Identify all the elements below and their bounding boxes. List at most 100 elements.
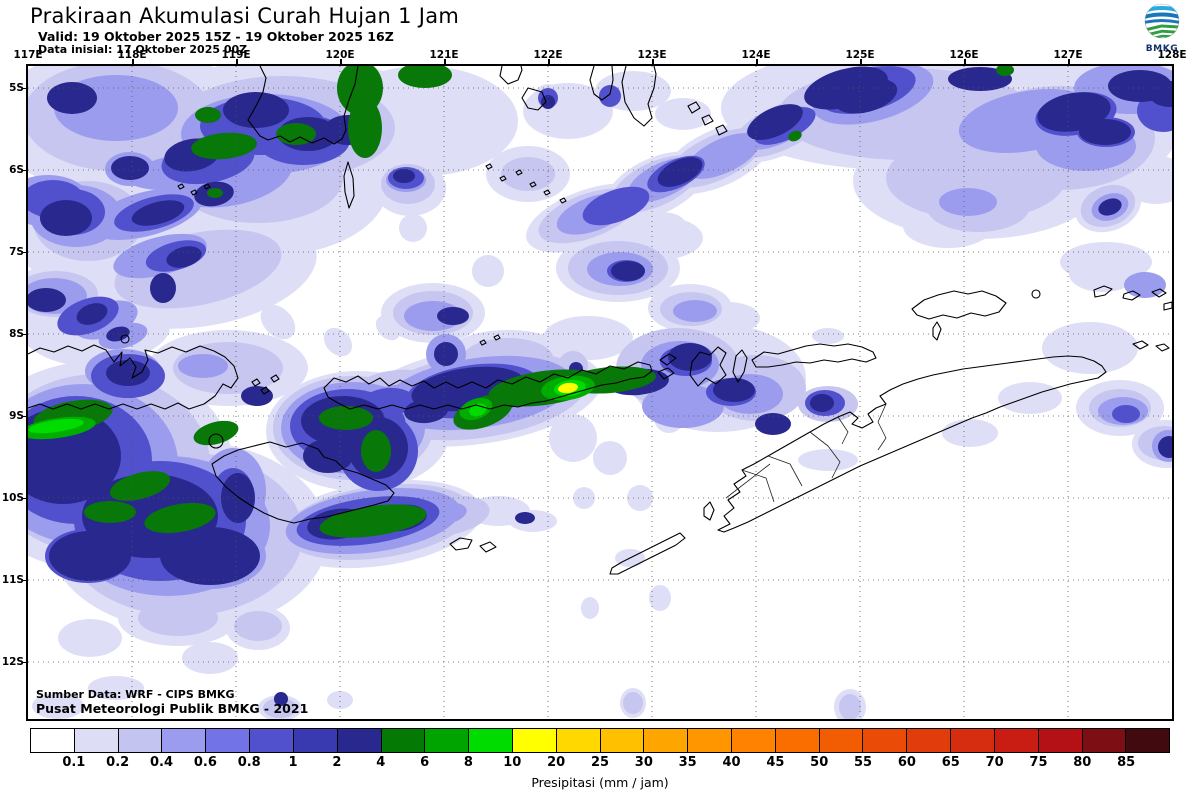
colorbar-tick-label: 50 — [810, 755, 829, 770]
precip-blob — [755, 413, 791, 435]
precip-blob — [1124, 272, 1166, 298]
precip-blob — [393, 169, 415, 183]
precip-blob — [501, 157, 555, 191]
precip-blob — [131, 200, 185, 226]
lon-label: 122E — [533, 49, 563, 61]
precip-blob — [144, 502, 216, 534]
colorbar-tick-label: 75 — [1029, 755, 1048, 770]
island-sumba — [211, 441, 395, 524]
lat-tick — [22, 333, 27, 335]
precip-blob — [1069, 256, 1137, 292]
colorbar-tick-label: 0.8 — [237, 755, 261, 770]
lon-tick — [132, 59, 134, 65]
lat-label: 8S — [9, 328, 24, 340]
island-moyo — [120, 334, 130, 344]
colorbar-cell — [1081, 728, 1127, 753]
precipitation-field — [28, 66, 1172, 719]
precip-blob — [191, 132, 257, 160]
island-selayar — [343, 161, 355, 209]
colorbar-cell — [555, 728, 601, 753]
precip-blob — [593, 441, 627, 475]
island-flores — [323, 361, 653, 410]
colorbar-cell — [906, 728, 952, 753]
colorbar-cell — [424, 728, 470, 753]
colorbar-cell — [862, 728, 908, 753]
precip-blob — [434, 342, 458, 366]
island-wetar — [911, 290, 1007, 320]
lon-label: 117E — [13, 49, 43, 61]
colorbar-tick-label: 70 — [985, 755, 1004, 770]
lat-tick — [22, 87, 27, 89]
islands-tanakeke — [177, 183, 211, 196]
precip-blob — [109, 471, 171, 501]
precip-blob — [160, 527, 260, 585]
lon-label: 128E — [1157, 49, 1187, 61]
island-kisar — [1031, 289, 1041, 299]
precip-blob — [948, 67, 1012, 91]
colorbar-tick-label: 0.4 — [150, 755, 174, 770]
admin-boundaries-timor — [725, 403, 887, 503]
coast-se-sulawesi — [499, 66, 523, 85]
island-atauro — [932, 321, 942, 341]
island-kabaena — [521, 87, 547, 111]
lon-label: 121E — [429, 49, 459, 61]
precip-blob — [668, 343, 712, 371]
precip-blob — [106, 360, 150, 386]
islands-wakatobi — [687, 101, 728, 136]
islands-east — [1093, 285, 1172, 352]
precip-blob — [839, 694, 861, 719]
precip-blob — [260, 304, 296, 340]
precip-blob — [32, 693, 84, 719]
precip-blob — [1098, 198, 1122, 216]
colorbar-cell — [687, 728, 732, 753]
islands-komodo — [251, 374, 280, 395]
valid-range-label: Valid: 19 Oktober 2025 15Z - 19 Oktober … — [38, 29, 394, 44]
colorbar-tick-label: 65 — [941, 755, 960, 770]
precip-blob — [58, 619, 122, 657]
precip-blob — [611, 261, 645, 281]
islands-solor-adonara — [657, 353, 677, 380]
colorbar-cell — [818, 728, 864, 753]
colorbar-tick-label: 0.2 — [106, 755, 130, 770]
precip-blob — [1079, 119, 1131, 145]
island-muna — [589, 66, 614, 101]
lat-tick — [22, 579, 27, 581]
coastlines — [28, 66, 1172, 575]
precip-blob — [348, 98, 382, 158]
lat-tick — [22, 415, 27, 417]
precip-blob — [404, 398, 448, 424]
lat-label: 11S — [1, 574, 24, 586]
colorbar-cell — [249, 728, 294, 753]
colorbar-cell — [73, 728, 119, 753]
colorbar-tick-label: 20 — [547, 755, 566, 770]
precip-blob — [84, 501, 136, 523]
precip-blob — [303, 439, 353, 473]
precip-blob — [241, 386, 273, 406]
island-alor — [751, 343, 877, 368]
lon-label: 120E — [325, 49, 355, 61]
precip-blob — [686, 133, 760, 179]
precip-blob — [263, 698, 297, 718]
colorbar-tick-label: 0.1 — [62, 755, 86, 770]
colorbar-tick-label: 30 — [634, 755, 653, 770]
precip-blob — [798, 449, 858, 471]
precip-blob — [515, 512, 535, 524]
precip-blob — [834, 78, 898, 114]
precip-blob — [939, 188, 997, 216]
lon-label: 123E — [637, 49, 667, 61]
precip-blob — [138, 600, 218, 636]
precip-blob — [1158, 436, 1172, 458]
lon-tick — [1068, 59, 1070, 65]
islands-sawu — [449, 537, 497, 553]
precip-blob — [623, 692, 643, 714]
precip-blob — [319, 406, 373, 430]
lon-label: 118E — [117, 49, 147, 61]
precip-blob — [323, 327, 353, 357]
graticule — [28, 66, 1172, 719]
colorbar-tick-label: 60 — [897, 755, 916, 770]
colorbar-tick-label: 80 — [1073, 755, 1092, 770]
colorbar-tick-label: 40 — [722, 755, 741, 770]
precip-blob — [788, 130, 802, 142]
island-pantar — [732, 349, 748, 383]
colorbar-tick-label: 1 — [288, 755, 298, 770]
